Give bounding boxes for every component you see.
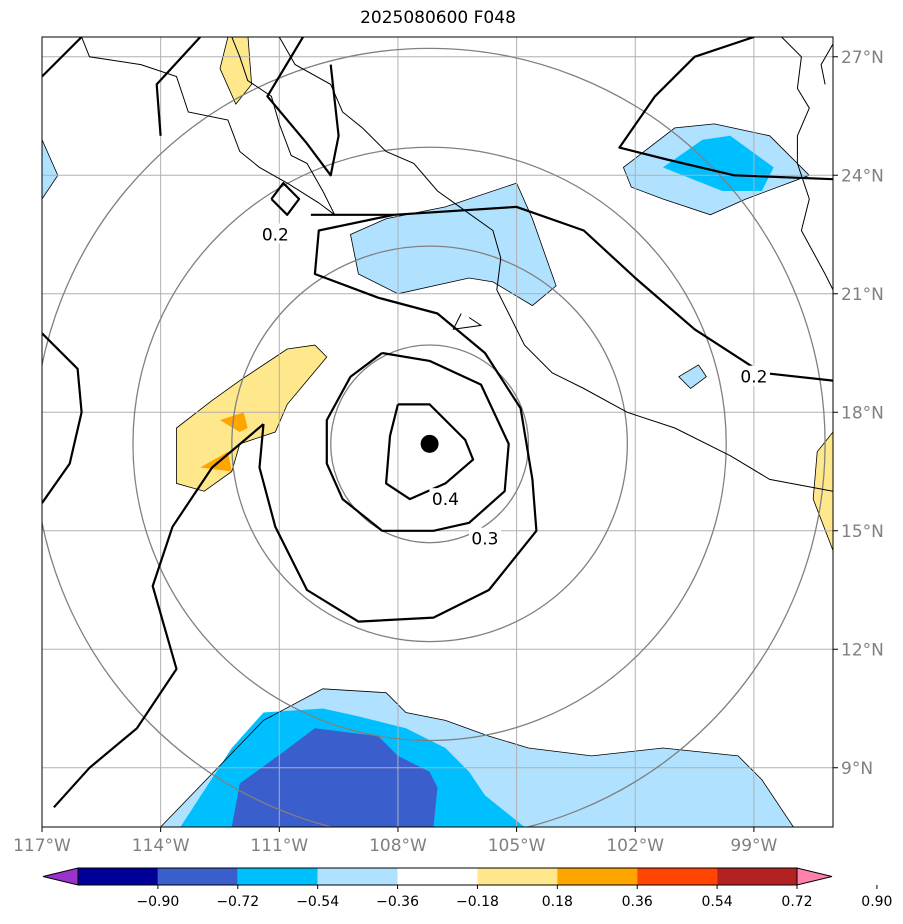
x-tick-label: 111°W bbox=[250, 836, 308, 856]
coastline bbox=[452, 313, 483, 330]
contour-line-0-2 bbox=[42, 37, 83, 78]
coastline bbox=[781, 37, 833, 291]
filled-region-outline bbox=[42, 139, 59, 200]
y-tick-label: 18°N bbox=[841, 403, 884, 423]
y-tick-label: 12°N bbox=[841, 640, 884, 660]
y-tick-label: 27°N bbox=[841, 48, 884, 68]
colorbar-tick-label: 0.90 bbox=[861, 894, 892, 910]
x-tick-label: 114°W bbox=[132, 836, 190, 856]
colorbar-extend-max bbox=[796, 867, 833, 886]
contour-line-0-2 bbox=[53, 423, 265, 809]
colorbar-tick-label: 0.72 bbox=[781, 894, 812, 910]
colorbar-tick-label: 0.54 bbox=[702, 894, 733, 910]
colorbar-bin bbox=[237, 868, 318, 885]
range-ring bbox=[132, 146, 727, 742]
contour-label-bg bbox=[737, 365, 770, 386]
colorbar-bin bbox=[557, 868, 638, 885]
colorbar-bin bbox=[78, 868, 158, 885]
y-tick-label: 15°N bbox=[841, 522, 884, 542]
x-tick-label: 108°W bbox=[369, 836, 427, 856]
coastline bbox=[278, 37, 833, 492]
filled-region bbox=[678, 364, 707, 389]
colorbar-extend-min bbox=[42, 867, 79, 886]
colorbar-frame bbox=[77, 867, 798, 886]
contour-line-0-2 bbox=[270, 182, 301, 216]
filled-region-outline bbox=[160, 688, 794, 827]
filled-region-outline bbox=[350, 182, 557, 307]
colorbar-tick-label: 0.18 bbox=[542, 894, 573, 910]
colorbar-tick-label: −0.90 bbox=[136, 894, 179, 910]
colorbar-tick-label: −0.18 bbox=[456, 894, 499, 910]
contour-label-bg bbox=[468, 527, 501, 548]
filled-region bbox=[813, 432, 833, 551]
contour-line-0-2 bbox=[155, 37, 202, 136]
contour-label-bg bbox=[259, 223, 292, 244]
x-tick-label: 105°W bbox=[488, 836, 546, 856]
filled-region bbox=[231, 728, 438, 827]
contour-line-0-2 bbox=[258, 213, 538, 623]
contour-label: 0.3 bbox=[471, 530, 498, 550]
filled-region-outline bbox=[622, 123, 811, 216]
x-tick-label: 117°W bbox=[13, 836, 71, 856]
filled-region-outline bbox=[812, 431, 833, 551]
filled-region bbox=[42, 139, 58, 199]
contour-line-0-4 bbox=[385, 403, 475, 501]
x-tick-label: 102°W bbox=[606, 836, 664, 856]
contour-label: 0.2 bbox=[262, 226, 289, 246]
y-tick-label: 21°N bbox=[841, 285, 884, 305]
contour-line-0-3 bbox=[325, 351, 510, 532]
colorbar-bin bbox=[157, 868, 238, 885]
y-tick-label: 24°N bbox=[841, 166, 884, 186]
colorbar-bin bbox=[717, 868, 797, 885]
x-tick-label: 99°W bbox=[730, 836, 777, 856]
filled-region bbox=[176, 345, 327, 492]
colorbar-tick-label: −0.72 bbox=[216, 894, 259, 910]
colorbar-tick-label: 0.36 bbox=[622, 894, 653, 910]
chart-title: 2025080600 F048 bbox=[360, 8, 516, 28]
filled-region-outline bbox=[678, 364, 707, 390]
filled-region bbox=[220, 412, 248, 432]
contour-line-0-2 bbox=[310, 205, 833, 382]
colorbar-bin bbox=[317, 868, 398, 885]
colorbar-bin bbox=[637, 868, 718, 885]
contour-line-0-2 bbox=[266, 37, 340, 177]
filled-region bbox=[350, 183, 557, 306]
contour-label-bg bbox=[429, 488, 462, 509]
range-ring bbox=[330, 344, 530, 544]
map-frame bbox=[41, 36, 834, 828]
colorbar-tick-label: −0.36 bbox=[376, 894, 419, 910]
filled-region bbox=[662, 135, 774, 191]
storm-center-marker bbox=[420, 434, 439, 453]
filled-region bbox=[220, 37, 252, 105]
colorbar-bin bbox=[397, 868, 478, 885]
contour-line-0-2 bbox=[42, 332, 83, 504]
coastline bbox=[81, 37, 336, 216]
range-ring bbox=[42, 47, 826, 827]
coastline bbox=[820, 42, 833, 85]
contour-line-0-2 bbox=[618, 37, 833, 181]
range-ring bbox=[231, 245, 628, 643]
colorbar-tick-label: −0.54 bbox=[296, 894, 339, 910]
y-tick-label: 9°N bbox=[841, 759, 873, 779]
filled-region-outline bbox=[176, 344, 328, 492]
colorbar-bin bbox=[477, 868, 558, 885]
contour-label: 0.2 bbox=[740, 368, 767, 388]
contour-label: 0.4 bbox=[432, 490, 459, 510]
